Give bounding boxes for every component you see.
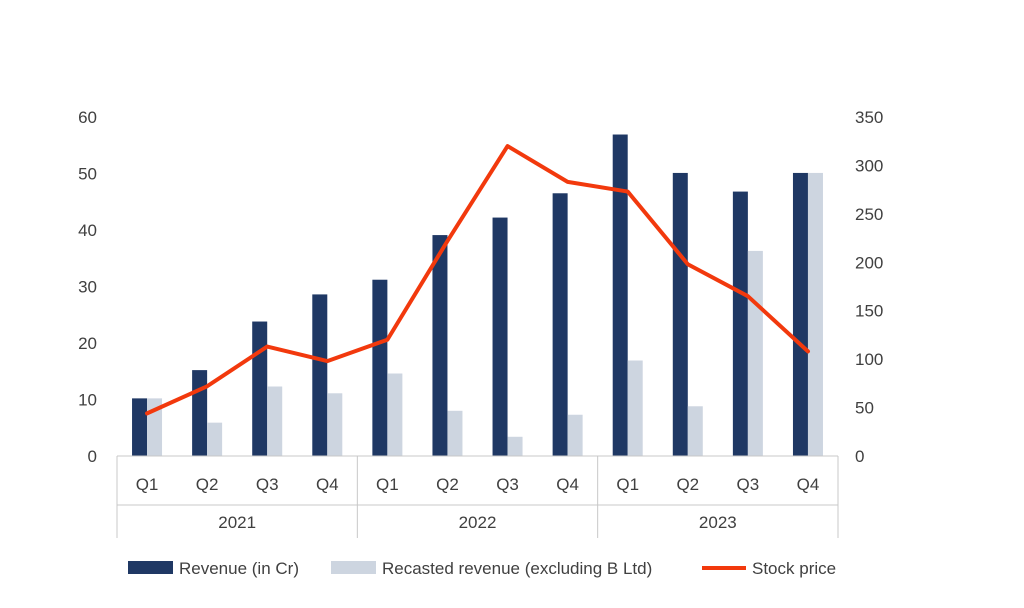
quarter-label: Q2	[436, 475, 459, 494]
revenue-bar	[192, 370, 208, 456]
revenue-bar	[432, 235, 448, 456]
quarter-label: Q2	[676, 475, 699, 494]
recasted-revenue-bar	[387, 373, 403, 456]
quarter-label: Q2	[196, 475, 219, 494]
recasted-revenue-bar	[747, 250, 763, 456]
year-label: 2021	[218, 513, 256, 532]
legend: Revenue (in Cr) Recasted revenue (excludi…	[128, 559, 836, 578]
y-left-tick-label: 60	[78, 108, 97, 127]
revenue-bar	[312, 294, 328, 456]
revenue-bar	[612, 134, 628, 456]
y-right-tick-label: 150	[855, 302, 883, 321]
recasted-revenue-bar	[207, 422, 223, 456]
quarter-label: Q3	[737, 475, 760, 494]
legend-label-recasted: Recasted revenue (excluding B Ltd)	[382, 559, 652, 578]
x-axis: Q1 Q2 Q3 Q4 2021 Q1 Q2 Q3 Q4 2022 Q1 Q2 Q3 Q4 2023	[116, 455, 839, 538]
stock-price-point	[747, 295, 749, 297]
quarter-label: Q4	[797, 475, 820, 494]
y-right-tick-label: 300	[855, 156, 883, 175]
quarter-label: Q4	[556, 475, 579, 494]
revenue-bar	[372, 279, 388, 456]
y-left-tick-label: 20	[78, 334, 97, 353]
y-left-tick-label: 30	[78, 278, 97, 297]
quarter-label: Q3	[256, 475, 279, 494]
y-right-axis: 0 50 100 150 200 250 300 350	[855, 108, 883, 466]
legend-swatch-revenue	[128, 561, 173, 574]
bars	[132, 134, 823, 456]
y-left-tick-label: 50	[78, 165, 97, 184]
quarter-label: Q1	[136, 475, 159, 494]
revenue-bar	[252, 321, 268, 456]
year-label: 2023	[699, 513, 737, 532]
stock-price-point	[627, 191, 629, 193]
recasted-revenue-bar	[807, 172, 823, 456]
y-left-axis: 0 10 20 30 40 50 60	[78, 108, 97, 466]
stock-price-line-layer	[145, 144, 810, 416]
y-right-tick-label: 0	[855, 447, 864, 466]
stock-price-point	[266, 346, 268, 348]
recasted-revenue-bar	[447, 410, 463, 456]
recasted-revenue-bar	[267, 386, 283, 456]
stock-price-point	[687, 263, 689, 265]
stock-price-point	[446, 240, 448, 242]
revenue-bar	[552, 193, 568, 456]
stock-price-line	[145, 144, 810, 416]
stock-price-point	[807, 350, 809, 352]
revenue-bar	[732, 191, 748, 456]
y-right-tick-label: 50	[855, 399, 874, 418]
recasted-revenue-bar	[687, 406, 703, 456]
revenue-bar	[132, 398, 148, 456]
quarter-label: Q1	[376, 475, 399, 494]
legend-label-revenue: Revenue (in Cr)	[179, 559, 299, 578]
stock-price-point	[146, 412, 148, 414]
revenue-bar	[672, 172, 688, 456]
recasted-revenue-bar	[567, 414, 583, 456]
stock-price-point	[386, 339, 388, 341]
recasted-revenue-bar	[507, 436, 523, 456]
stock-price-point	[326, 360, 328, 362]
y-left-tick-label: 40	[78, 221, 97, 240]
y-left-tick-label: 10	[78, 391, 97, 410]
stock-price-point	[567, 181, 569, 183]
recasted-revenue-bar	[327, 393, 343, 456]
y-right-tick-label: 250	[855, 205, 883, 224]
stock-price-point	[206, 385, 208, 387]
revenue-bar	[792, 172, 808, 456]
y-left-tick-label: 0	[88, 447, 97, 466]
legend-swatch-recasted	[331, 561, 376, 574]
stock-price-point	[507, 145, 509, 147]
year-label: 2022	[459, 513, 497, 532]
legend-label-stock-price: Stock price	[752, 559, 836, 578]
quarter-label: Q3	[496, 475, 519, 494]
recasted-revenue-bar	[627, 360, 643, 456]
quarter-label: Q4	[316, 475, 339, 494]
y-right-tick-label: 200	[855, 253, 883, 272]
y-right-tick-label: 350	[855, 108, 883, 127]
revenue-bar	[492, 217, 508, 456]
y-right-tick-label: 100	[855, 350, 883, 369]
quarter-label: Q1	[616, 475, 639, 494]
